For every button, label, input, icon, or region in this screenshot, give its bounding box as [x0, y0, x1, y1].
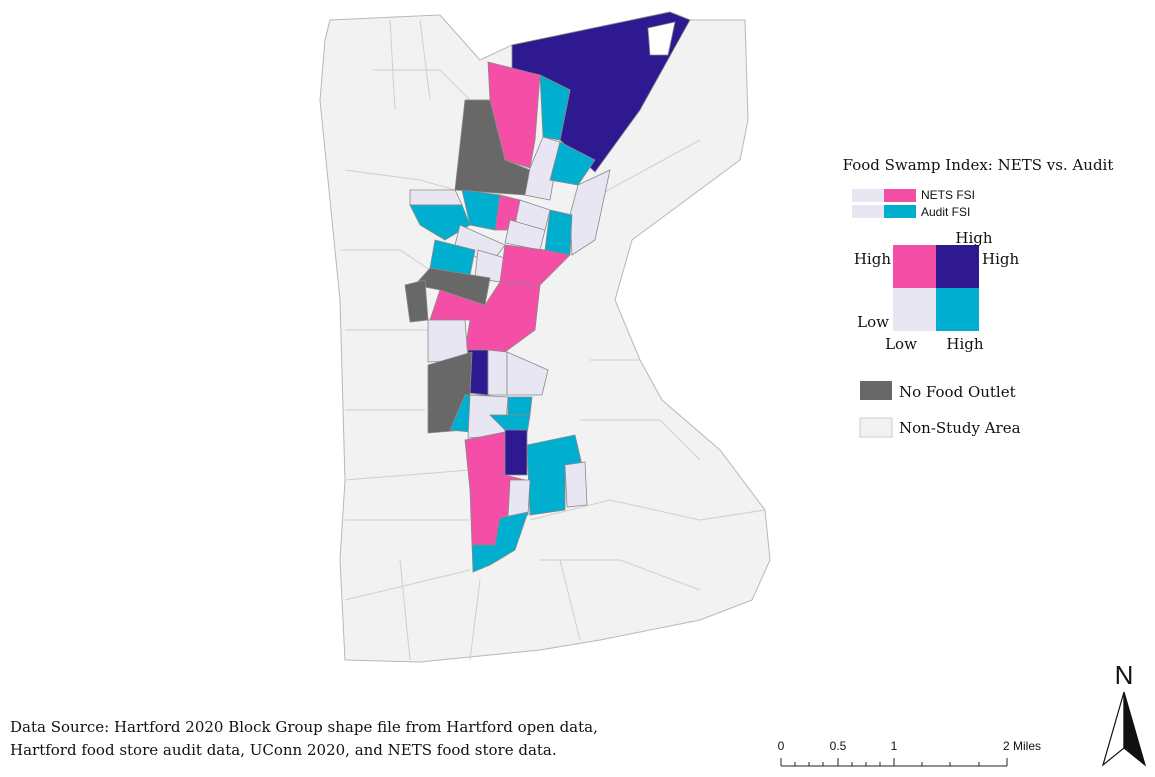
- swatch-no-food: [860, 381, 892, 400]
- swatch-low: [852, 205, 884, 218]
- scale-label: 2 Miles: [1003, 739, 1041, 753]
- swatch-nets: [884, 189, 916, 202]
- north-label: N: [1115, 660, 1134, 690]
- bivariate-cell: [893, 288, 936, 331]
- study-block-groups: [404, 11, 691, 573]
- legend-entry: Audit FSI: [921, 205, 970, 219]
- scale-label: 0.5: [830, 739, 847, 753]
- source-line: Data Source: Hartford 2020 Block Group s…: [10, 718, 598, 736]
- swatch-audit: [884, 205, 916, 218]
- axis-label: Low: [885, 335, 917, 353]
- source-line: Hartford food store audit data, UConn 20…: [10, 741, 557, 759]
- axis-label: High: [982, 250, 1019, 268]
- bivariate-cell: [936, 288, 979, 331]
- bivariate-cell: [893, 245, 936, 288]
- scale-bar: [780, 758, 1008, 767]
- legend-title: Food Swamp Index: NETS vs. Audit: [843, 156, 1114, 174]
- north-arrow-right: [1123, 691, 1147, 767]
- city-outline: [319, 11, 771, 663]
- axis-label: High: [946, 335, 983, 353]
- axis-label: Low: [857, 313, 889, 331]
- axis-label: High: [854, 250, 891, 268]
- legend-entry: NETS FSI: [921, 188, 975, 202]
- axis-label: High: [955, 229, 992, 247]
- north-arrow-left: [1101, 691, 1125, 767]
- swatch-low: [852, 189, 884, 202]
- swatch-non-study: [859, 417, 893, 438]
- bivariate-cell: [936, 245, 979, 288]
- legend-entry: Non-Study Area: [899, 419, 1021, 437]
- scale-label: 1: [891, 739, 898, 753]
- legend-entry: No Food Outlet: [899, 383, 1016, 401]
- scale-label: 0: [778, 739, 785, 753]
